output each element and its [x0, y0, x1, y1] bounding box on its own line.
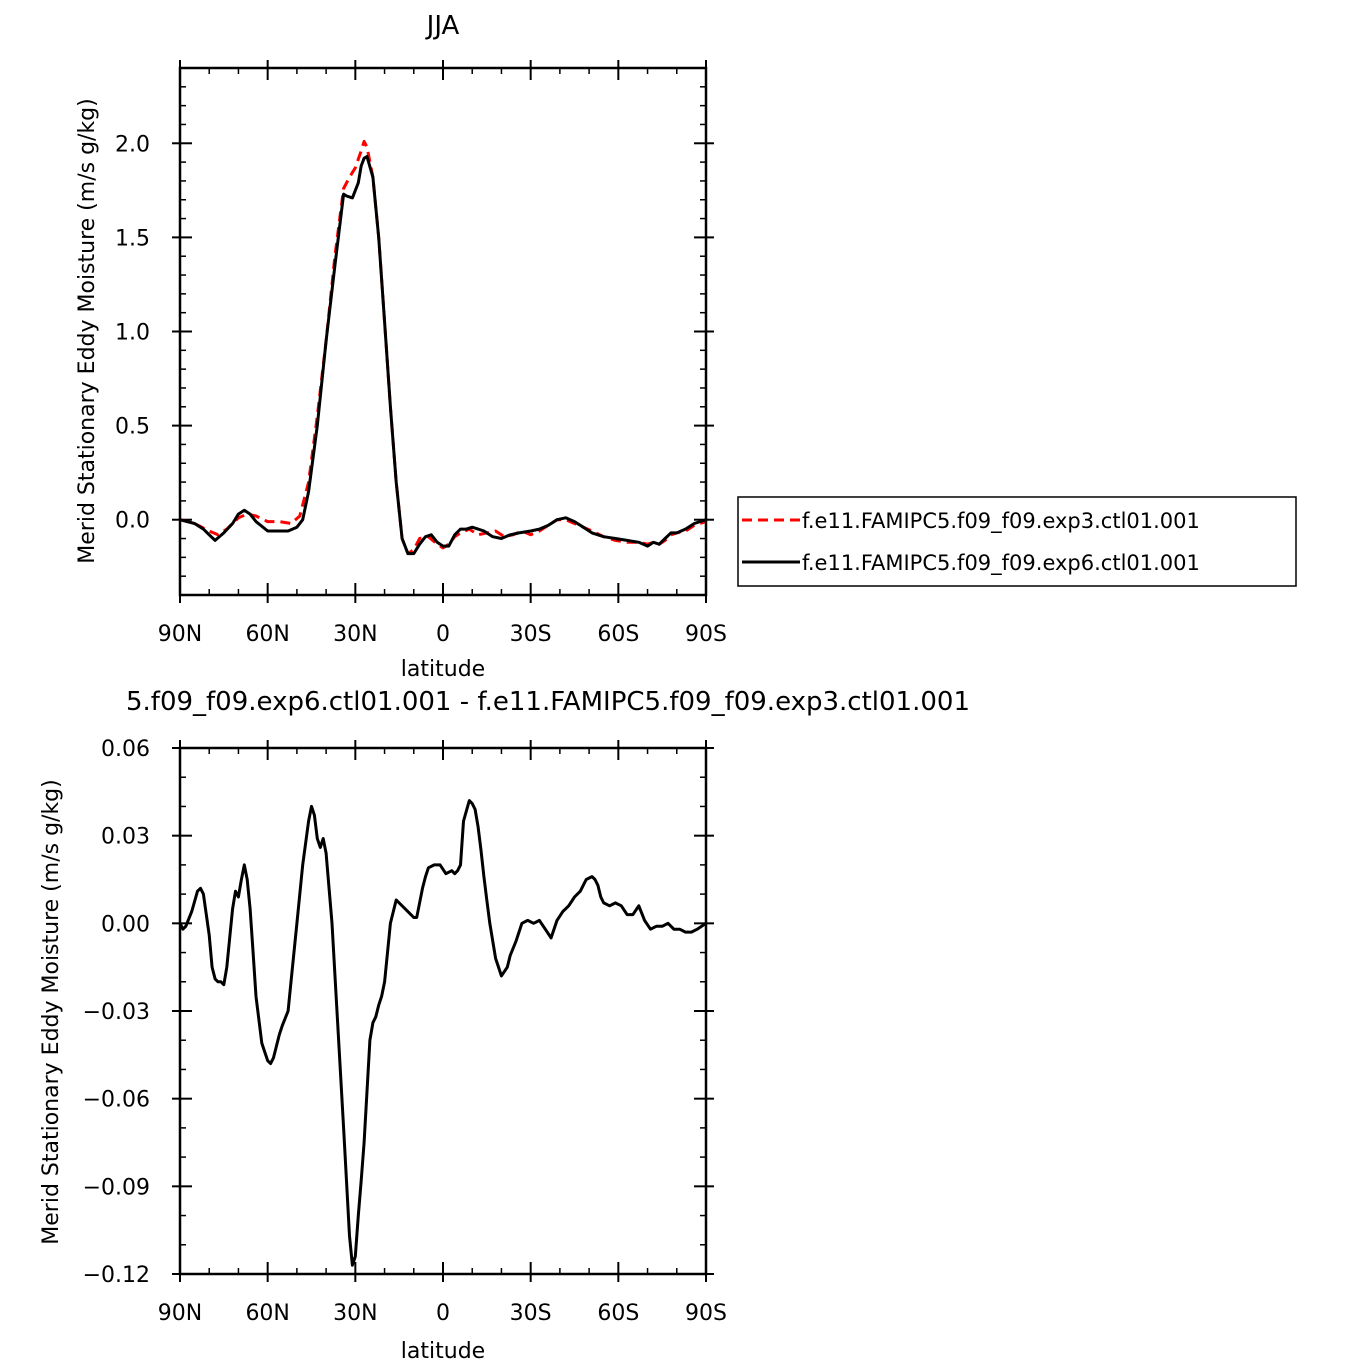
top-y-tick-label: 1.0 [115, 321, 150, 346]
legend-label-exp3: f.e11.FAMIPC5.f09_f09.exp3.ctl01.001 [802, 509, 1200, 534]
bottom-x-tick-label: 90S [685, 1301, 727, 1326]
bottom-axis-ticks [172, 740, 714, 1282]
bottom-y-axis-title: Merid Stationary Eddy Moisture (m/s g/kg… [39, 779, 64, 1244]
bottom-x-tick-label: 60S [597, 1301, 639, 1326]
top-series-lines [179, 139, 707, 556]
bottom-x-tick-label: 30N [333, 1301, 377, 1326]
bottom-x-tick-label: 0 [436, 1301, 450, 1326]
bottom-chart-title: 5.f09_f09.exp6.ctl01.001 - f.e11.FAMIPC5… [126, 687, 970, 717]
bottom-x-tick-label: 90N [158, 1301, 202, 1326]
top-x-tick-label: 30S [510, 622, 552, 647]
top-plot-frame [178, 66, 708, 597]
top-x-tick-label: 90N [158, 622, 202, 647]
top-y-tick-label: 2.0 [115, 132, 150, 157]
bottom-x-tick-labels: 90N 60N 30N 0 30S 60S 90S [158, 1301, 727, 1326]
bottom-panel: 5.f09_f09.exp6.ctl01.001 - f.e11.FAMIPC5… [39, 687, 970, 1364]
bottom-y-tick-labels: 0.06 0.03 0.00 −0.03 −0.06 −0.09 −0.12 [83, 737, 150, 1288]
top-x-tick-label: 0 [436, 622, 450, 647]
legend: f.e11.FAMIPC5.f09_f09.exp3.ctl01.001 f.e… [737, 496, 1297, 587]
top-y-tick-label: 0.5 [115, 415, 150, 440]
bottom-x-axis-title: latitude [401, 1339, 485, 1364]
top-series-line-1 [179, 155, 707, 556]
bottom-series-line-0 [178, 799, 707, 1267]
top-x-tick-label: 60N [245, 622, 289, 647]
bottom-y-tick-label: −0.03 [83, 1000, 150, 1025]
top-x-tick-label: 90S [685, 622, 727, 647]
bottom-y-tick-label: 0.00 [101, 912, 150, 937]
top-chart-title: JJA [425, 11, 460, 41]
bottom-y-tick-label: 0.03 [101, 825, 150, 850]
top-y-tick-label: 0.0 [115, 509, 150, 534]
legend-label-exp6: f.e11.FAMIPC5.f09_f09.exp6.ctl01.001 [802, 551, 1200, 576]
top-series-line-0 [179, 139, 707, 556]
bottom-y-tick-label: −0.12 [83, 1263, 150, 1288]
legend-box [737, 496, 1297, 587]
top-panel: JJA 90N 60N 30N 0 30S 60S 90S 0.00.51.01.52.0 … [75, 11, 727, 682]
top-y-axis-title: Merid Stationary Eddy Moisture (m/s g/kg… [75, 98, 100, 563]
bottom-x-tick-label: 30S [510, 1301, 552, 1326]
top-y-tick-labels: 0.0 0.5 1.0 1.5 2.0 [115, 132, 150, 533]
top-x-tick-label: 30N [333, 622, 377, 647]
top-x-tick-labels: 90N 60N 30N 0 30S 60S 90S [158, 622, 727, 647]
top-x-tick-label: 60S [597, 622, 639, 647]
top-axis-ticks [172, 60, 714, 603]
bottom-y-tick-label: 0.06 [101, 737, 150, 762]
bottom-series-lines [178, 799, 707, 1267]
top-y-tick-label: 1.5 [115, 226, 150, 251]
bottom-y-tick-label: −0.09 [83, 1175, 150, 1200]
bottom-y-tick-label: −0.06 [83, 1088, 150, 1113]
bottom-plot-frame [178, 746, 708, 1276]
top-x-axis-title: latitude [401, 657, 485, 682]
bottom-x-tick-label: 60N [245, 1301, 289, 1326]
